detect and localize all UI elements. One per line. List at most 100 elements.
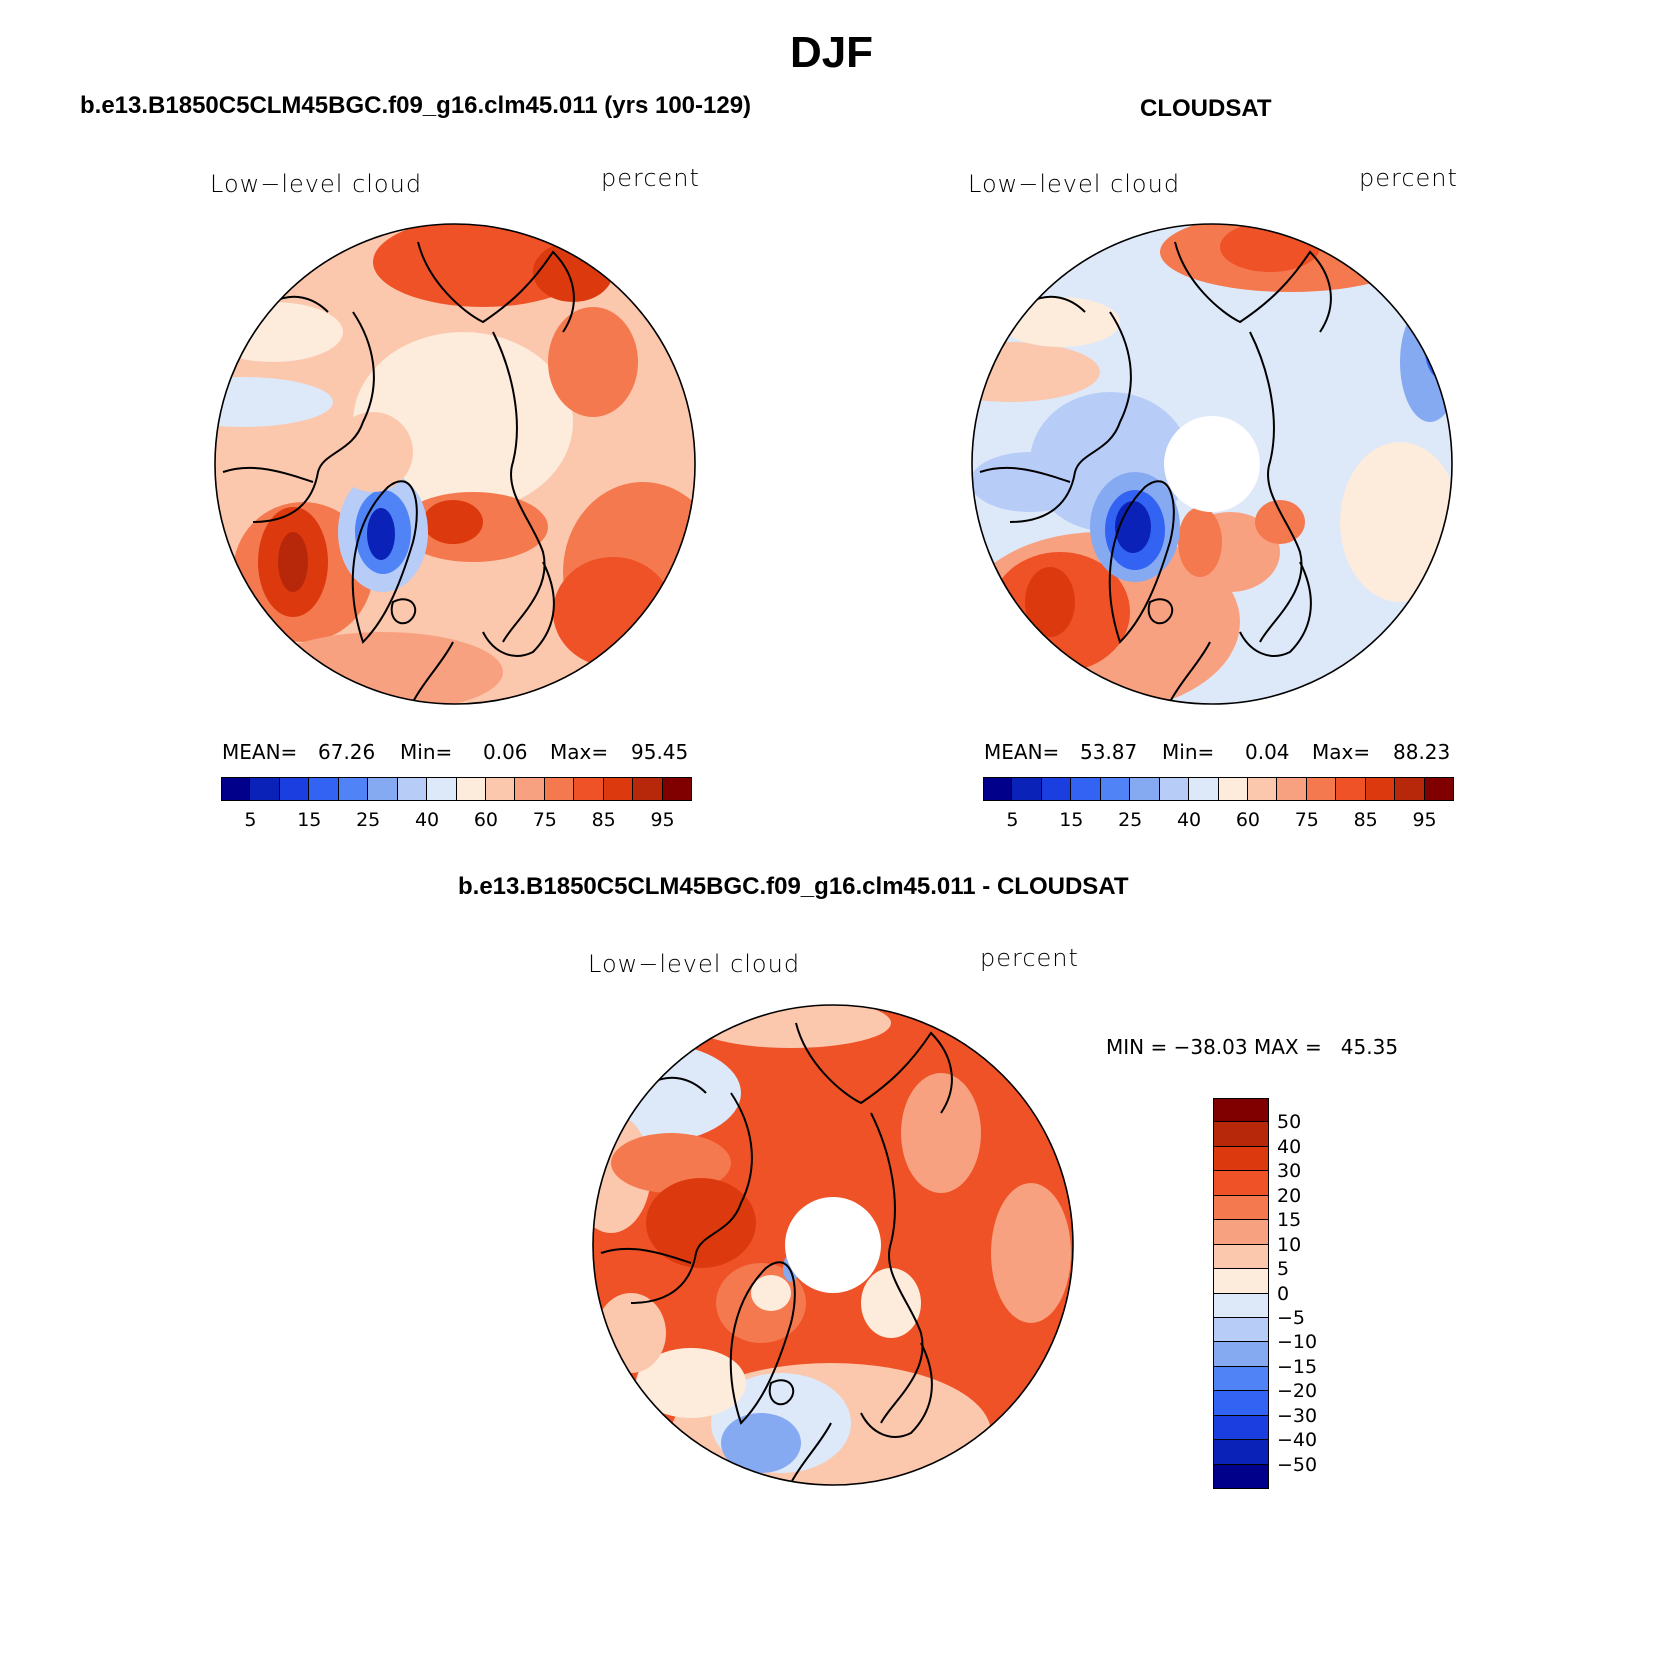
obs-colorbar-swatch [983, 777, 1013, 801]
diff-colorbar-tick-label: −20 [1277, 1380, 1318, 1403]
diff-colorbar-tick-label: −5 [1277, 1306, 1306, 1329]
diff-colorbar-swatch [1213, 1293, 1269, 1318]
diff-colorbar-swatch [1213, 1220, 1269, 1245]
diff-colorbar-swatch [1213, 1440, 1269, 1465]
obs-colorbar-swatch [1365, 777, 1396, 801]
obs-panel-title: CLOUDSAT [1140, 95, 1272, 122]
model-colorbar-tick-label: 95 [650, 809, 675, 831]
obs-colorbar-swatch [1071, 777, 1101, 801]
model-colorbar-swatch [603, 777, 634, 801]
model-colorbar-tick-label: 25 [356, 809, 381, 831]
model-mean-value: 67.26 [318, 740, 376, 764]
model-colorbar-tick-label: 5 [244, 809, 257, 831]
model-min-label: Min= [400, 740, 453, 764]
diff-colorbar-swatch [1213, 1122, 1269, 1147]
model-colorbar-swatch [279, 777, 310, 801]
diff-colorbar-swatch [1213, 1098, 1269, 1123]
diff-units-label: percent [980, 944, 1079, 972]
model-colorbar-swatch [574, 777, 604, 801]
obs-colorbar-swatch [1159, 777, 1190, 801]
diff-colorbar-tick-label: 30 [1277, 1160, 1302, 1183]
obs-colorbar-swatch [1218, 777, 1248, 801]
model-max-label: Max= [550, 740, 609, 764]
obs-colorbar-tick-label: 60 [1235, 809, 1261, 831]
model-colorbar-swatch [309, 777, 339, 801]
diff-colorbar-tick-label: −40 [1277, 1429, 1318, 1452]
diff-colorbar-tick-label: 20 [1277, 1184, 1302, 1207]
diff-colorbar-tick-label: 5 [1277, 1258, 1290, 1281]
diff-minmax-text: MIN = −38.03 MAX = 45.35 [1106, 1035, 1399, 1059]
model-colorbar-swatch [427, 777, 457, 801]
obs-colorbar-tick-label: 5 [1006, 809, 1019, 831]
diff-colorbar-swatch [1213, 1464, 1269, 1489]
diff-colorbar-tick-label: −15 [1277, 1355, 1318, 1378]
obs-colorbar-tick-label: 15 [1059, 809, 1084, 831]
diff-colorbar-tick-label: 50 [1277, 1111, 1302, 1134]
obs-colorbar-swatch [1100, 777, 1131, 801]
model-colorbar-swatch [368, 777, 398, 801]
diff-colorbar: 50 40 30 20 15 10 5 0 −5 −10 −15 −20 −30 −40 −50 [1213, 1098, 1317, 1489]
figure-title: DJF [789, 28, 874, 77]
model-colorbar-swatch [633, 777, 663, 801]
obs-colorbar-tick-label: 25 [1118, 809, 1143, 831]
obs-colorbar-swatch [1306, 777, 1337, 801]
diff-polar-map [592, 1004, 1074, 1486]
diff-colorbar-swatch [1213, 1391, 1269, 1416]
model-min-value: 0.06 [483, 740, 528, 764]
obs-colorbar-swatch [1395, 777, 1425, 801]
obs-colorbar-swatch [1247, 777, 1278, 801]
model-colorbar: 5 15 25 40 60 75 85 95 [221, 777, 692, 831]
obs-colorbar-swatch [1277, 777, 1307, 801]
diff-colorbar-swatch [1213, 1317, 1269, 1343]
obs-max-label: Max= [1312, 740, 1371, 764]
model-colorbar-swatch [221, 777, 251, 801]
obs-colorbar-swatch [1012, 777, 1042, 801]
obs-min-value: 0.04 [1245, 740, 1290, 764]
model-colorbar-tick-label: 75 [532, 809, 557, 831]
diff-colorbar-tick-label: 15 [1277, 1209, 1302, 1232]
diff-colorbar-swatch [1213, 1195, 1269, 1221]
diff-variable-label: Low−level cloud [588, 950, 801, 978]
obs-colorbar-tick-label: 40 [1176, 809, 1202, 831]
model-colorbar-tick-label: 15 [297, 809, 322, 831]
model-colorbar-swatch [456, 777, 486, 801]
diff-colorbar-swatch [1213, 1269, 1269, 1294]
model-max-value: 95.45 [631, 740, 689, 764]
model-colorbar-swatch [338, 777, 369, 801]
model-colorbar-swatch [397, 777, 428, 801]
obs-colorbar-swatch [1041, 777, 1072, 801]
model-units-label: percent [601, 164, 700, 192]
model-colorbar-tick-label: 60 [473, 809, 499, 831]
model-colorbar-swatch [250, 777, 280, 801]
diff-colorbar-swatch [1213, 1366, 1269, 1392]
obs-units-label: percent [1359, 164, 1458, 192]
obs-colorbar-tick-label: 95 [1412, 809, 1437, 831]
model-polar-map [214, 223, 696, 705]
obs-colorbar-tick-label: 75 [1294, 809, 1319, 831]
model-colorbar-swatch [544, 777, 575, 801]
obs-mean-label: MEAN= [984, 740, 1060, 764]
diff-colorbar-tick-label: 40 [1277, 1135, 1302, 1158]
diff-colorbar-swatch [1213, 1342, 1269, 1367]
obs-max-value: 88.23 [1393, 740, 1451, 764]
model-colorbar-swatch [515, 777, 545, 801]
diff-colorbar-swatch [1213, 1415, 1269, 1441]
model-colorbar-swatch [485, 777, 516, 801]
model-mean-label: MEAN= [222, 740, 298, 764]
obs-colorbar-swatch [1130, 777, 1160, 801]
model-panel-title: b.e13.B1850C5CLM45BGC.f09_g16.clm45.011 … [80, 92, 752, 119]
diff-panel-title: b.e13.B1850C5CLM45BGC.f09_g16.clm45.011 … [458, 873, 1129, 900]
obs-colorbar-swatch [1189, 777, 1219, 801]
model-colorbar-tick-label: 40 [414, 809, 440, 831]
diff-colorbar-swatch [1213, 1244, 1269, 1270]
diff-colorbar-tick-label: 0 [1277, 1282, 1290, 1305]
obs-colorbar: 5 15 25 40 60 75 85 95 [983, 777, 1454, 831]
obs-min-label: Min= [1162, 740, 1215, 764]
model-variable-label: Low−level cloud [210, 170, 423, 198]
obs-polar-map [971, 223, 1453, 705]
diff-colorbar-tick-label: −10 [1277, 1331, 1318, 1354]
diff-colorbar-tick-label: 10 [1277, 1233, 1302, 1256]
obs-colorbar-tick-label: 85 [1353, 809, 1378, 831]
model-colorbar-tick-label: 85 [591, 809, 616, 831]
obs-mean-value: 53.87 [1080, 740, 1138, 764]
